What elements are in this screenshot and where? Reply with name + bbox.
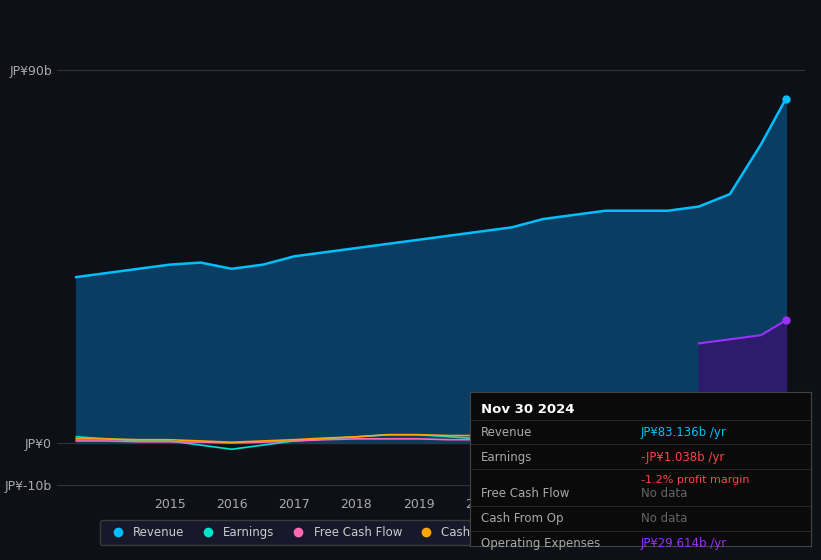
Text: Free Cash Flow: Free Cash Flow: [480, 487, 569, 501]
Text: Earnings: Earnings: [480, 450, 532, 464]
Text: JP¥29.614b /yr: JP¥29.614b /yr: [641, 536, 727, 550]
Legend: Revenue, Earnings, Free Cash Flow, Cash From Op, Operating Expenses: Revenue, Earnings, Free Cash Flow, Cash …: [100, 520, 687, 545]
Text: Cash From Op: Cash From Op: [480, 512, 563, 525]
Text: -1.2% profit margin: -1.2% profit margin: [641, 475, 750, 485]
Text: No data: No data: [641, 512, 687, 525]
Text: Nov 30 2024: Nov 30 2024: [480, 403, 574, 416]
Text: JP¥83.136b /yr: JP¥83.136b /yr: [641, 426, 727, 439]
Text: No data: No data: [641, 487, 687, 501]
Text: Operating Expenses: Operating Expenses: [480, 536, 600, 550]
Text: -JP¥1.038b /yr: -JP¥1.038b /yr: [641, 450, 724, 464]
Text: Revenue: Revenue: [480, 426, 532, 439]
